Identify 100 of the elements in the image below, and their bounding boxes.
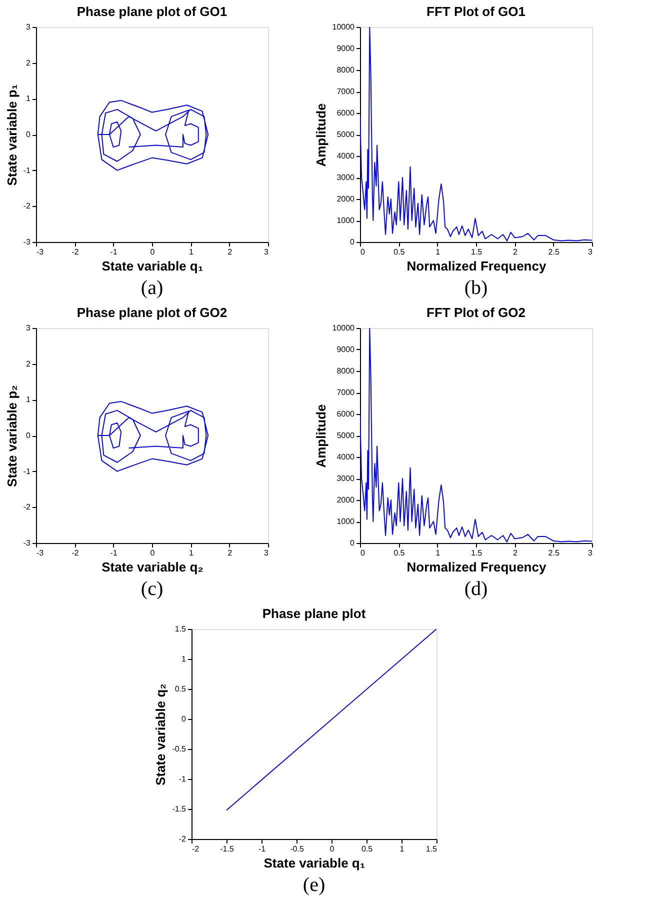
x-tick-label: 1	[400, 844, 405, 854]
x-tick-label: -0.5	[290, 844, 304, 854]
y-tick-label: 2	[26, 359, 32, 368]
y-tick-label: 9000	[336, 345, 356, 354]
y-tick-label: 3	[26, 22, 32, 32]
y-tick-label: 0.5	[174, 684, 187, 694]
text: (d)	[464, 578, 488, 600]
x-tick-label: 0.5	[394, 248, 406, 256]
x-tick-label: 1	[188, 548, 194, 558]
y-axis-title: State variable q₂	[153, 683, 168, 786]
y-tick-label: -2	[23, 202, 32, 211]
y-tick-label: 3000	[336, 474, 356, 483]
x-axis-title: State variable q₁	[102, 258, 204, 274]
text: (e)	[302, 874, 326, 896]
y-tick-label: -3	[23, 538, 32, 548]
x-tick-label: 0	[360, 248, 366, 256]
x-tick-label: 3	[588, 548, 594, 558]
y-tick-label: 0	[26, 431, 32, 440]
y-tick-label: -1.5	[172, 804, 187, 814]
x-tick-label: 2	[228, 248, 233, 256]
y-tick-label: 1000	[336, 517, 356, 526]
x-tick-label: 2	[228, 548, 233, 558]
x-tick-label: -2	[72, 548, 80, 558]
y-tick-label: 3000	[336, 173, 356, 182]
x-tick-label: 0.5	[361, 844, 374, 854]
y-tick-label: 10000	[332, 324, 356, 332]
x-tick-label: 0	[360, 548, 366, 558]
y-axis-title: Amplitude	[313, 404, 328, 468]
y-tick-label: -2	[178, 834, 187, 844]
y-tick-label: -1	[23, 166, 32, 175]
y-tick-label: -1	[178, 774, 187, 784]
y-tick-label: 0	[350, 238, 356, 246]
y-tick-label: 2000	[336, 194, 356, 204]
x-tick-label: -1.5	[220, 844, 234, 854]
y-tick-label: 9000	[336, 44, 356, 53]
y-tick-label: 4000	[336, 452, 356, 462]
y-tick-label: 1000	[336, 216, 356, 225]
y-tick-label: 2000	[336, 496, 356, 504]
x-tick-label: 0	[150, 248, 156, 256]
x-tick-label: 0	[150, 548, 156, 558]
x-tick-label: -1	[110, 248, 118, 256]
x-tick-label: -2	[192, 844, 200, 854]
y-axis-title: State variable p₂	[4, 384, 20, 487]
y-tick-label: 7000	[336, 87, 356, 96]
y-tick-label: 8000	[336, 66, 356, 74]
y-axis-title: State variable p₁	[4, 84, 20, 186]
x-tick-label: 3	[588, 248, 594, 256]
y-tick-label: -3	[23, 238, 32, 246]
x-tick-label: 0.5	[394, 548, 406, 558]
y-tick-label: 0	[350, 538, 356, 548]
x-tick-label: 3	[264, 248, 270, 256]
y-tick-label: -0.5	[172, 744, 187, 754]
line-series	[97, 100, 209, 171]
y-tick-label: 1.5	[174, 624, 187, 634]
x-tick-label: -1	[258, 844, 266, 854]
chart-title: Phase plane plot of GO2	[76, 305, 228, 320]
x-tick-label: 2.5	[548, 248, 560, 256]
chart-title: FFT Plot of GO1	[426, 4, 526, 19]
x-tick-label: 2.5	[548, 548, 560, 558]
x-axis-title: State variable q₂	[102, 560, 204, 574]
chart-title: Phase plane plot	[262, 606, 366, 621]
line-series	[97, 400, 209, 472]
x-tick-label: 2	[512, 548, 518, 558]
y-tick-label: -2	[23, 502, 32, 512]
y-tick-label: 3	[26, 324, 32, 332]
x-tick-label: 1	[436, 248, 441, 256]
y-tick-label: 0	[26, 130, 32, 139]
y-tick-label: 1	[26, 395, 32, 404]
y-tick-label: 6000	[336, 410, 356, 418]
x-tick-label: 3	[264, 548, 270, 558]
y-tick-label: 7000	[336, 388, 356, 397]
chart-title: FFT Plot of GO2	[426, 305, 526, 320]
x-axis-title: Normalized Frequency	[406, 258, 547, 274]
x-tick-label: 1.5	[470, 248, 483, 256]
y-tick-label: 5000	[336, 130, 356, 139]
x-tick-label: -1	[110, 548, 118, 558]
y-tick-label: 0	[182, 714, 187, 724]
y-tick-label: 2	[26, 58, 32, 68]
x-tick-label: -2	[72, 248, 80, 256]
text: (b)	[464, 277, 488, 299]
text: (c)	[140, 578, 164, 600]
x-tick-label: -3	[36, 248, 44, 256]
y-axis-title: Amplitude	[313, 103, 328, 167]
y-tick-label: 6000	[336, 108, 356, 118]
y-tick-label: 8000	[336, 366, 356, 376]
y-tick-label: 1	[26, 94, 32, 104]
x-axis-title: State variable q₁	[264, 856, 366, 870]
x-tick-label: 2	[512, 248, 518, 256]
y-tick-label: 4000	[336, 152, 356, 160]
y-tick-label: -1	[23, 466, 32, 476]
text: (a)	[140, 277, 164, 299]
y-tick-label: 5000	[336, 431, 356, 440]
y-tick-label: 10000	[332, 22, 356, 32]
x-tick-label: 1.5	[470, 548, 483, 558]
x-tick-label: 1	[188, 248, 194, 256]
x-tick-label: 1.5	[426, 844, 438, 854]
x-axis-title: Normalized Frequency	[406, 560, 547, 574]
x-tick-label: -3	[36, 548, 44, 558]
chart-title: Phase plane plot of GO1	[76, 4, 228, 19]
x-tick-label: 1	[436, 548, 441, 558]
